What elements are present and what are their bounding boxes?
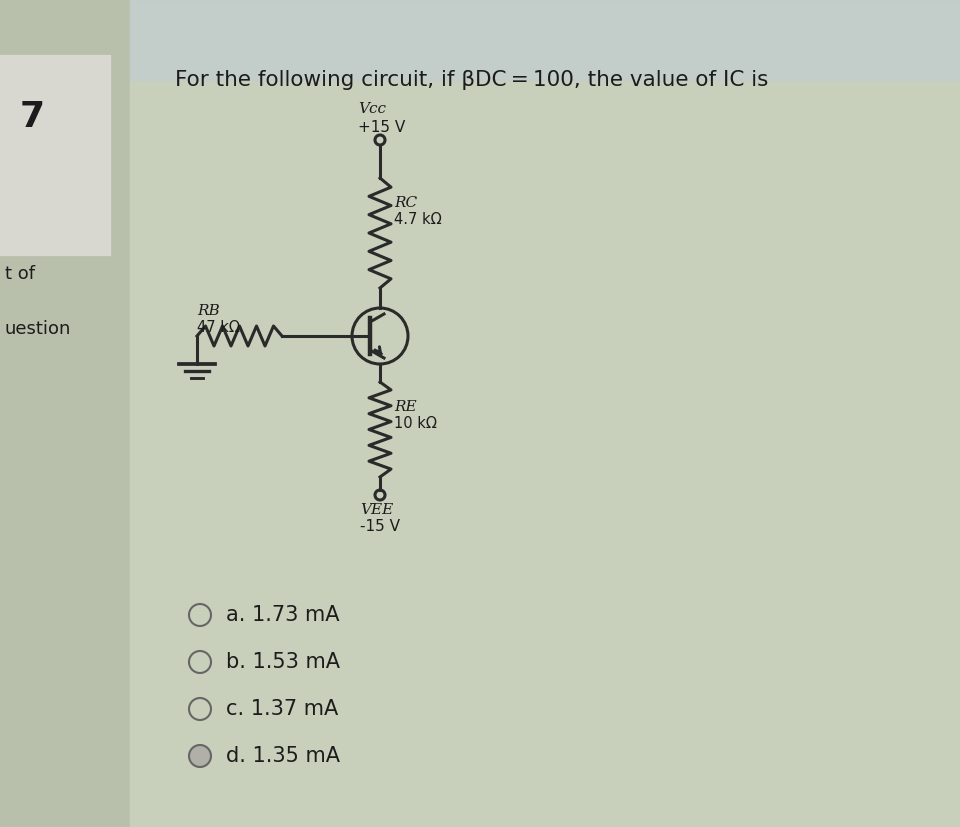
- Text: RB: RB: [197, 304, 220, 318]
- Text: 7: 7: [20, 100, 45, 134]
- Bar: [130, 0, 960, 827]
- Text: VEE: VEE: [360, 503, 394, 517]
- Bar: [0, 55, 110, 255]
- Text: uestion: uestion: [5, 320, 71, 338]
- Text: t of: t of: [5, 265, 35, 283]
- Text: Vcc: Vcc: [358, 102, 386, 116]
- Text: d. 1.35 mA: d. 1.35 mA: [226, 746, 340, 766]
- Text: c. 1.37 mA: c. 1.37 mA: [226, 699, 338, 719]
- Text: b. 1.53 mA: b. 1.53 mA: [226, 652, 340, 672]
- Text: -15 V: -15 V: [360, 519, 400, 534]
- Text: For the following circuit, if βDC = 100, the value of IC is: For the following circuit, if βDC = 100,…: [175, 70, 768, 90]
- Text: 47 kΩ: 47 kΩ: [197, 320, 240, 335]
- Text: RE: RE: [394, 400, 417, 414]
- Circle shape: [189, 745, 211, 767]
- Text: +15 V: +15 V: [358, 120, 405, 135]
- Text: RC: RC: [394, 196, 418, 210]
- Text: 10 kΩ: 10 kΩ: [394, 416, 437, 431]
- Text: a. 1.73 mA: a. 1.73 mA: [226, 605, 340, 625]
- Bar: [130, 0, 960, 80]
- Text: 4.7 kΩ: 4.7 kΩ: [394, 212, 442, 227]
